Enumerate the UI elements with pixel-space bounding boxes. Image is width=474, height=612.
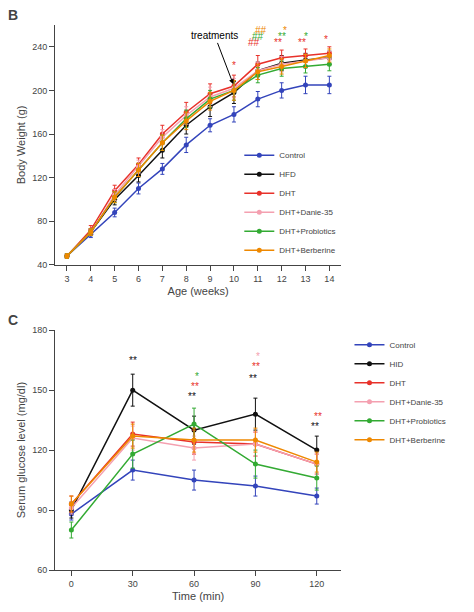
svg-text:7: 7 (160, 274, 165, 284)
svg-text:180: 180 (32, 325, 47, 335)
svg-text:**: ** (278, 31, 286, 42)
svg-text:*: * (256, 351, 260, 362)
svg-text:##: ## (255, 25, 267, 36)
svg-text:5: 5 (112, 274, 117, 284)
svg-text:120: 120 (309, 579, 324, 589)
svg-text:120: 120 (32, 173, 47, 183)
svg-text:9: 9 (208, 274, 213, 284)
svg-text:DHT+Probiotics: DHT+Probiotics (279, 227, 335, 236)
svg-text:DHT+Berberine: DHT+Berberine (389, 436, 445, 445)
svg-text:Serum glucose level (mg/dl): Serum glucose level (mg/dl) (15, 382, 27, 518)
svg-text:**: ** (249, 373, 257, 384)
svg-text:Control: Control (389, 341, 415, 350)
svg-text:DHT: DHT (279, 189, 296, 198)
svg-text:**: ** (129, 355, 137, 366)
svg-text:60: 60 (37, 565, 47, 575)
svg-text:treatments: treatments (191, 30, 238, 41)
svg-text:60: 60 (189, 579, 199, 589)
svg-text:30: 30 (128, 579, 138, 589)
svg-text:**: ** (298, 37, 306, 48)
svg-text:*: * (195, 371, 199, 382)
svg-text:Age (weeks): Age (weeks) (168, 285, 229, 297)
svg-text:200: 200 (32, 86, 47, 96)
svg-text:Body Weight (g): Body Weight (g) (15, 106, 27, 185)
svg-text:C: C (8, 312, 18, 328)
svg-text:120: 120 (32, 445, 47, 455)
svg-text:0: 0 (69, 579, 74, 589)
svg-text:10: 10 (229, 274, 239, 284)
svg-text:DHT: DHT (389, 379, 406, 388)
svg-text:**: ** (311, 421, 319, 432)
svg-text:**: ** (274, 37, 282, 48)
svg-text:*: * (304, 31, 308, 42)
svg-text:240: 240 (32, 42, 47, 52)
svg-text:HID: HID (389, 360, 403, 369)
svg-text:DHT+Berberine: DHT+Berberine (279, 246, 335, 255)
svg-text:**: ** (188, 391, 196, 402)
svg-text:160: 160 (32, 129, 47, 139)
svg-text:90: 90 (250, 579, 260, 589)
svg-text:DHT+Danie-35: DHT+Danie-35 (279, 208, 333, 217)
svg-text:Time (min): Time (min) (172, 590, 224, 602)
svg-text:11: 11 (253, 274, 262, 284)
svg-text:4: 4 (88, 274, 93, 284)
svg-text:12: 12 (277, 274, 287, 284)
svg-text:##: ## (248, 37, 260, 48)
svg-text:B: B (8, 7, 18, 23)
svg-text:3: 3 (64, 274, 69, 284)
svg-text:*: * (324, 34, 328, 45)
svg-text:Control: Control (279, 151, 305, 160)
svg-text:14: 14 (324, 274, 334, 284)
svg-text:8: 8 (184, 274, 189, 284)
svg-text:90: 90 (37, 505, 47, 515)
svg-text:150: 150 (32, 385, 47, 395)
svg-text:40: 40 (37, 260, 47, 270)
svg-text:HFD: HFD (279, 170, 296, 179)
svg-text:**: ** (252, 361, 260, 372)
svg-text:*: * (283, 25, 287, 36)
svg-text:DHT+Probiotics: DHT+Probiotics (389, 417, 445, 426)
svg-text:6: 6 (136, 274, 141, 284)
svg-text:**: ** (314, 411, 322, 422)
svg-text:80: 80 (37, 216, 47, 226)
svg-text:**: ** (191, 381, 199, 392)
svg-text:DHT+Danie-35: DHT+Danie-35 (389, 398, 443, 407)
svg-text:*: * (232, 60, 236, 71)
svg-text:13: 13 (301, 274, 311, 284)
svg-text:##: ## (252, 31, 264, 42)
